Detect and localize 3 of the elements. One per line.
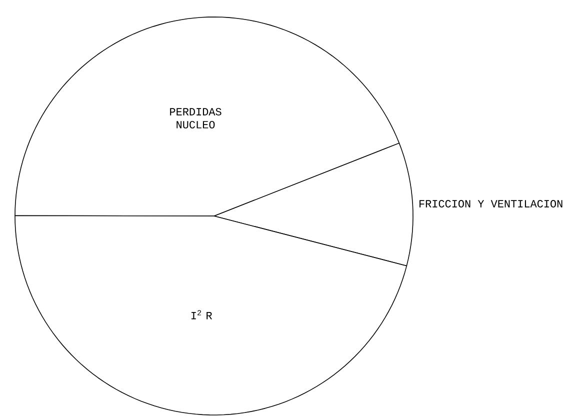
slice-label: PERDIDAS NUCLEO [170, 108, 222, 128]
slice-label: FRICCION Y VENTILACION [420, 200, 562, 208]
slice-label: I$^{2}$ R [191, 310, 212, 320]
